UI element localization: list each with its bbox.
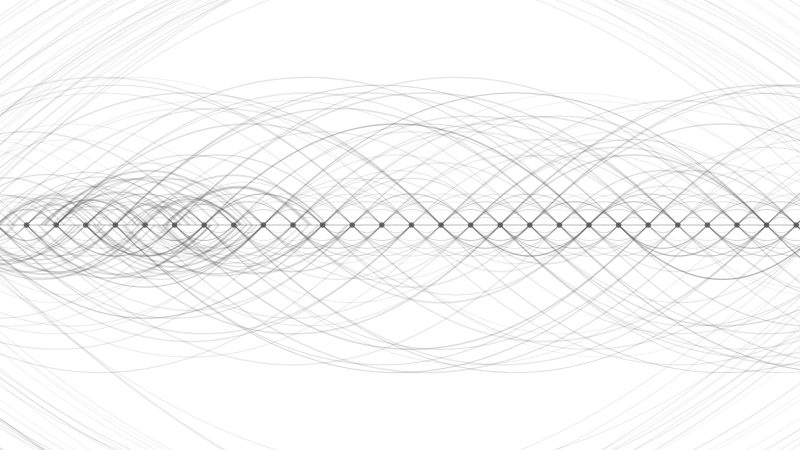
node-point [705, 222, 711, 228]
node-point [527, 222, 533, 228]
node-point [349, 222, 355, 228]
node-point [557, 222, 563, 228]
node-point [172, 222, 178, 228]
node-point [764, 222, 770, 228]
node-point [113, 222, 119, 228]
node-point [83, 222, 89, 228]
node-point [231, 222, 237, 228]
node-point [261, 222, 267, 228]
node-point [497, 222, 503, 228]
node-point [468, 222, 474, 228]
node-point [675, 222, 681, 228]
arc-link [0, 225, 411, 342]
node-point [379, 222, 385, 228]
node-point [645, 222, 651, 228]
node-point [53, 222, 59, 228]
node-point [586, 222, 592, 228]
node-point [409, 222, 415, 228]
node-point [438, 222, 444, 228]
node-point [142, 222, 148, 228]
node-point [320, 222, 326, 228]
arc-link [323, 116, 737, 225]
node-point [24, 222, 30, 228]
node-point [201, 222, 207, 228]
arc-link [323, 116, 737, 225]
arc-link [619, 147, 800, 225]
node-point [616, 222, 622, 228]
node-point [734, 222, 740, 228]
node-point [290, 222, 296, 228]
node-point [793, 222, 799, 228]
